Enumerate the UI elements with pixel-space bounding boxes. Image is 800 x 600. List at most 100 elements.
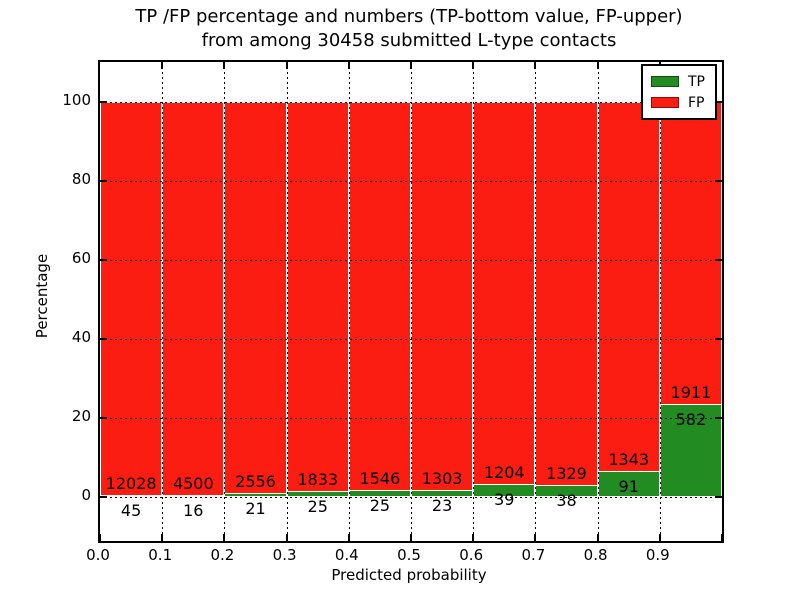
y-tick-label: 60 (71, 248, 91, 267)
x-tick-mark-top (285, 62, 288, 69)
tp-count-label: 38 (556, 491, 577, 511)
legend-label-tp: TP (688, 73, 705, 90)
tp-count-label: 91 (618, 477, 639, 497)
horizontal-gridline (100, 339, 722, 341)
horizontal-gridline (100, 180, 722, 182)
tp-count-label: 23 (431, 495, 453, 515)
bar-fp-segment (348, 101, 411, 492)
bar-fp-segment (100, 101, 163, 496)
y-tick-mark-right (715, 258, 722, 261)
x-tick-mark (534, 534, 537, 541)
x-tick-label: 0.8 (583, 546, 608, 564)
tp-count-label: 582 (675, 410, 707, 430)
x-tick-mark-top (534, 62, 537, 69)
fp-count-label: 4500 (172, 474, 214, 494)
y-tick-mark-right (715, 179, 722, 182)
x-tick-mark (721, 534, 723, 541)
tp-count-label: 39 (494, 490, 515, 510)
y-tick-mark (100, 417, 107, 420)
x-tick-label: 0.6 (459, 546, 484, 564)
vertical-gridline (411, 62, 412, 541)
x-tick-mark (410, 534, 412, 541)
bar-fp-segment (411, 101, 474, 491)
tp-count-label: 16 (183, 501, 204, 521)
y-tick-mark (100, 258, 107, 261)
x-tick-label: 0.3 (272, 546, 297, 564)
vertical-gridline (659, 62, 661, 541)
x-tick-mark (285, 534, 288, 541)
legend-item-tp: TP (651, 71, 705, 92)
fp-swatch (651, 97, 679, 108)
horizontal-gridline (100, 418, 722, 420)
x-tick-mark (596, 534, 599, 541)
x-tick-mark (658, 534, 661, 541)
x-axis-label: Predicted probability (331, 566, 487, 584)
x-tick-mark-top (223, 62, 226, 69)
bar-fp-segment (162, 101, 225, 497)
y-tick-mark-right (715, 496, 722, 499)
vertical-gridline (473, 62, 475, 541)
y-tick-label: 100 (62, 90, 91, 109)
bar-fp-segment (224, 101, 287, 495)
fp-count-label: 1911 (670, 383, 712, 403)
x-tick-label: 0.2 (210, 546, 235, 564)
fp-count-label: 12028 (105, 473, 157, 493)
bar-fp-segment (473, 101, 536, 486)
x-tick-label: 0.9 (645, 546, 670, 564)
chart-title: TP /FP percentage and numbers (TP-bottom… (98, 5, 720, 53)
x-tick-mark (161, 534, 164, 541)
horizontal-gridline (100, 497, 722, 499)
vertical-gridline (286, 62, 288, 541)
legend: TP FP (641, 64, 717, 120)
y-tick-mark (100, 496, 107, 499)
bar-fp-segment (286, 101, 349, 493)
fp-count-label: 1343 (608, 450, 650, 470)
vertical-gridline (348, 62, 350, 541)
bar-tp-segment (659, 405, 722, 498)
y-tick-label: 20 (71, 407, 91, 426)
y-tick-mark (100, 338, 107, 341)
tp-swatch (651, 76, 679, 87)
y-tick-mark (100, 179, 107, 182)
legend-label-fp: FP (688, 94, 705, 111)
horizontal-gridline (100, 101, 722, 103)
y-tick-label: 0 (81, 486, 91, 505)
tp-count-label: 25 (369, 496, 391, 516)
fp-count-label: 1303 (421, 468, 463, 488)
tp-count-label: 25 (307, 497, 328, 517)
x-tick-mark-top (347, 62, 350, 69)
y-tick-mark-right (715, 338, 722, 341)
y-tick-mark-right (715, 100, 722, 103)
horizontal-gridline (100, 259, 722, 261)
vertical-gridline (597, 62, 599, 541)
bar-fp-segment (597, 101, 660, 473)
vertical-gridline (535, 62, 537, 541)
bar-fp-segment (535, 101, 598, 487)
x-tick-mark (99, 534, 101, 541)
tp-count-label: 45 (120, 500, 142, 520)
y-tick-mark-right (715, 417, 722, 420)
plot-area: TP FP 12028 45 4500 16 2556 21 1833 25 1546 25 130… (98, 60, 724, 543)
y-tick-mark (100, 100, 107, 103)
vertical-gridline (162, 62, 164, 541)
x-tick-mark (347, 534, 350, 541)
chart-title-line1: TP /FP percentage and numbers (TP-bottom… (135, 6, 683, 27)
x-tick-mark-top (410, 62, 412, 69)
x-tick-mark (223, 534, 226, 541)
x-tick-mark-top (596, 62, 599, 69)
x-tick-label: 0.0 (86, 546, 110, 564)
fp-count-label: 2556 (235, 472, 276, 492)
tp-count-label: 21 (245, 499, 266, 519)
y-tick-label: 40 (71, 328, 91, 347)
fp-count-label: 1833 (297, 470, 339, 490)
fp-count-label: 1546 (359, 469, 401, 489)
x-tick-mark-top (161, 62, 164, 69)
fp-count-label: 1204 (483, 463, 525, 483)
x-tick-label: 0.7 (521, 546, 546, 564)
bar-tp-segment (597, 472, 660, 498)
legend-item-fp: FP (651, 92, 705, 113)
y-tick-label: 80 (71, 169, 91, 188)
x-tick-label: 0.4 (334, 546, 359, 564)
bar-fp-segment (659, 101, 722, 406)
